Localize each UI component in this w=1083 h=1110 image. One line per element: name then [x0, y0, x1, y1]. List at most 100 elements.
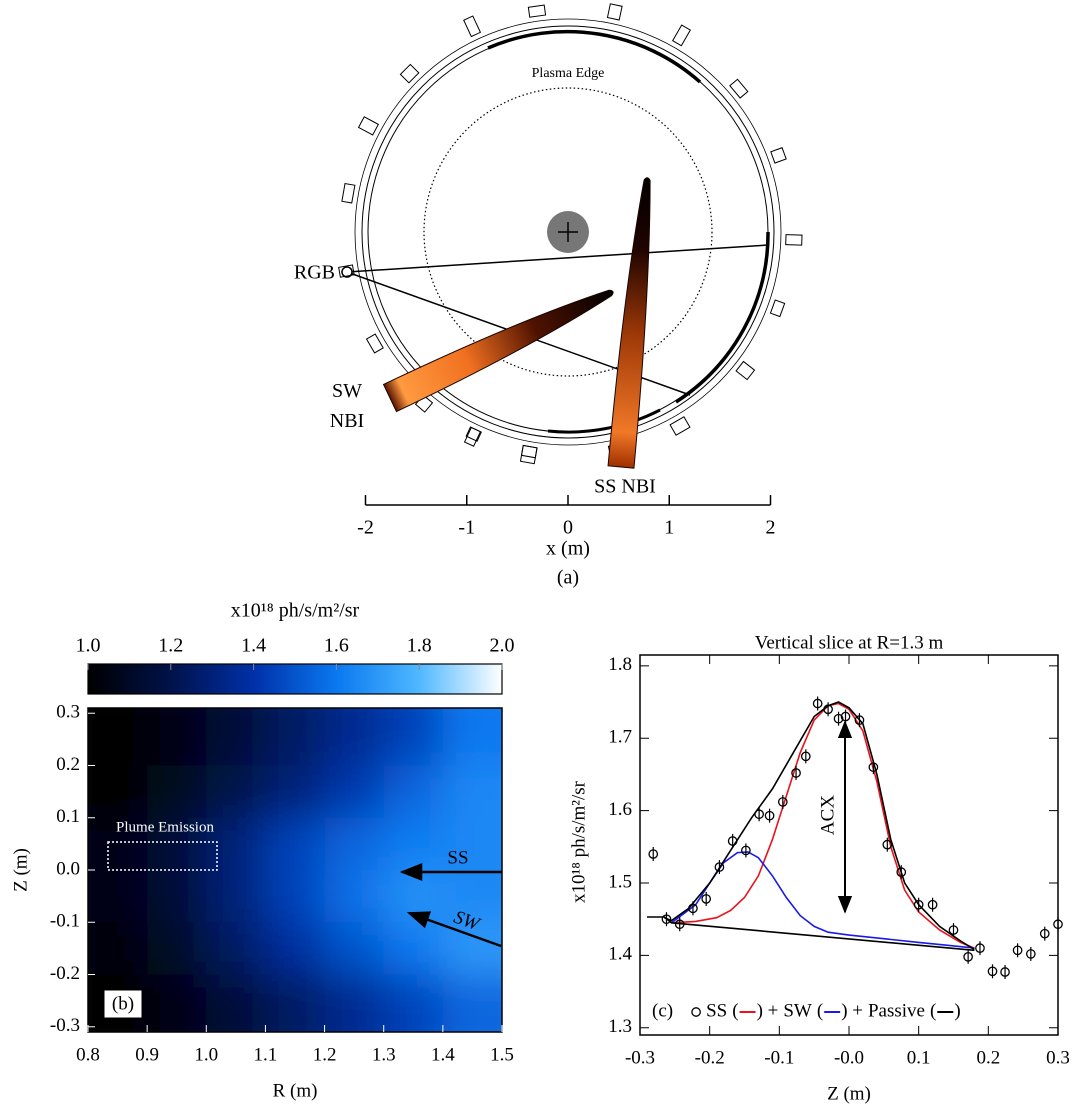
center-cross	[558, 222, 578, 242]
port	[669, 416, 691, 436]
acx-label: ACX	[817, 795, 838, 835]
port	[527, 4, 547, 18]
x-tick-label: -0.0	[834, 1047, 864, 1068]
y-tick-label: 0.2	[56, 754, 80, 775]
plume-label: Plume Emission	[116, 819, 214, 835]
ss-beam	[607, 177, 651, 469]
center-post	[547, 211, 589, 253]
x-tick-label: 1.1	[254, 1044, 278, 1065]
x-tick-label: 2	[766, 517, 776, 539]
legend-punctuation: ) +	[757, 1000, 779, 1021]
heatmap-cell	[147, 870, 208, 924]
heatmap-cell	[206, 765, 267, 819]
heatmap-cell	[442, 765, 502, 819]
vessel	[341, 18, 782, 446]
sw-nbi-label: SW NBI	[329, 380, 365, 432]
panel-label: (b)	[112, 993, 134, 1014]
x-tick-label: 1.2	[313, 1044, 337, 1065]
limiter	[547, 408, 661, 434]
colorbar-tick-label: 2.0	[490, 635, 515, 657]
beam	[607, 177, 651, 469]
heatmap-cell	[383, 708, 444, 767]
x-tick-label: -2	[357, 517, 374, 539]
heatmap-cell	[442, 817, 502, 871]
heatmap-cell	[383, 765, 444, 819]
colorbar-tick-label: 1.6	[324, 635, 349, 657]
heatmap-cell	[265, 765, 326, 819]
x-tick-label: 0.8	[76, 1044, 100, 1065]
colorbar-tick-label: 1.2	[158, 635, 183, 657]
heatmap-cell	[88, 870, 149, 924]
heatmap-cell	[383, 817, 444, 871]
y-tick-label: 1.8	[608, 654, 632, 675]
heatmap	[88, 708, 502, 1032]
port	[357, 116, 380, 136]
plume-box	[107, 841, 218, 871]
x-tick-label: 0	[563, 517, 573, 539]
x-tick-label: 1.3	[372, 1044, 396, 1065]
heatmap-cell	[206, 708, 267, 767]
x-tick-label: 1.0	[194, 1044, 218, 1065]
port	[463, 15, 482, 38]
port	[338, 264, 355, 278]
port	[729, 78, 749, 99]
y-tick-label: -0.3	[50, 1015, 80, 1036]
y-tick-label: -0.1	[50, 911, 80, 932]
legend-marker	[691, 1007, 701, 1017]
heatmap-cell	[206, 817, 267, 871]
port	[399, 63, 420, 84]
sw-beam	[382, 289, 614, 413]
plot-frame	[639, 654, 1059, 1036]
heatmap-cell	[88, 765, 149, 819]
vessel-wall	[354, 18, 782, 446]
y-tick-label: 1.4	[608, 944, 632, 965]
beam	[382, 289, 614, 413]
port	[519, 444, 538, 465]
port	[770, 147, 787, 164]
x-axis-label: x (m)	[546, 538, 590, 560]
colorbar-tick-label: 1.8	[407, 635, 432, 657]
heatmap-cell	[324, 708, 385, 767]
heatmap-cell	[324, 870, 385, 924]
plasma-edge	[423, 87, 713, 377]
y-tick-label: 0.1	[56, 806, 80, 827]
x-tick-label: 0.9	[135, 1044, 159, 1065]
heatmap-cell	[88, 922, 149, 976]
arrow-label: SS	[447, 847, 468, 868]
colorbar	[87, 663, 503, 695]
x-tick-label: -0.1	[764, 1047, 794, 1068]
heatmap-cell	[206, 974, 267, 1032]
y-tick-label: 0.3	[56, 702, 80, 723]
x-axis-label: R (m)	[273, 1080, 318, 1101]
panel-label: (c)	[652, 1000, 673, 1021]
series-line	[670, 851, 975, 949]
x-axis-label: Z (m)	[827, 1083, 871, 1104]
heatmap-cell	[324, 974, 385, 1032]
port	[341, 182, 356, 204]
x-tick-label: 1.4	[431, 1044, 455, 1065]
arrow	[406, 911, 502, 948]
y-tick-label: 0.0	[56, 858, 80, 879]
heatmap-cell	[147, 817, 208, 871]
heatmap-cell	[265, 974, 326, 1032]
ss-nbi-label: SS NBI	[594, 476, 656, 498]
caption: (a)	[557, 567, 579, 589]
heatmap-cell	[442, 974, 502, 1032]
port	[465, 426, 482, 442]
y-axis-label: x10¹⁸ ph/s/m²/sr	[568, 780, 589, 903]
chart-title: Vertical slice at R=1.3 m	[755, 632, 944, 653]
x-tick-label: 0.3	[1046, 1047, 1070, 1068]
heatmap-cell	[383, 974, 444, 1032]
heatmap-cell	[383, 922, 444, 976]
port	[671, 24, 692, 47]
port	[606, 3, 623, 21]
port	[365, 333, 384, 354]
heatmap-cell	[442, 870, 502, 924]
heatmap-cell	[442, 708, 502, 767]
port	[769, 299, 786, 318]
sightline	[346, 244, 769, 273]
limiter	[675, 231, 770, 404]
legend-label: SS	[706, 1000, 727, 1021]
x-tick-label: -0.3	[625, 1047, 655, 1068]
rgb-camera	[341, 266, 353, 278]
